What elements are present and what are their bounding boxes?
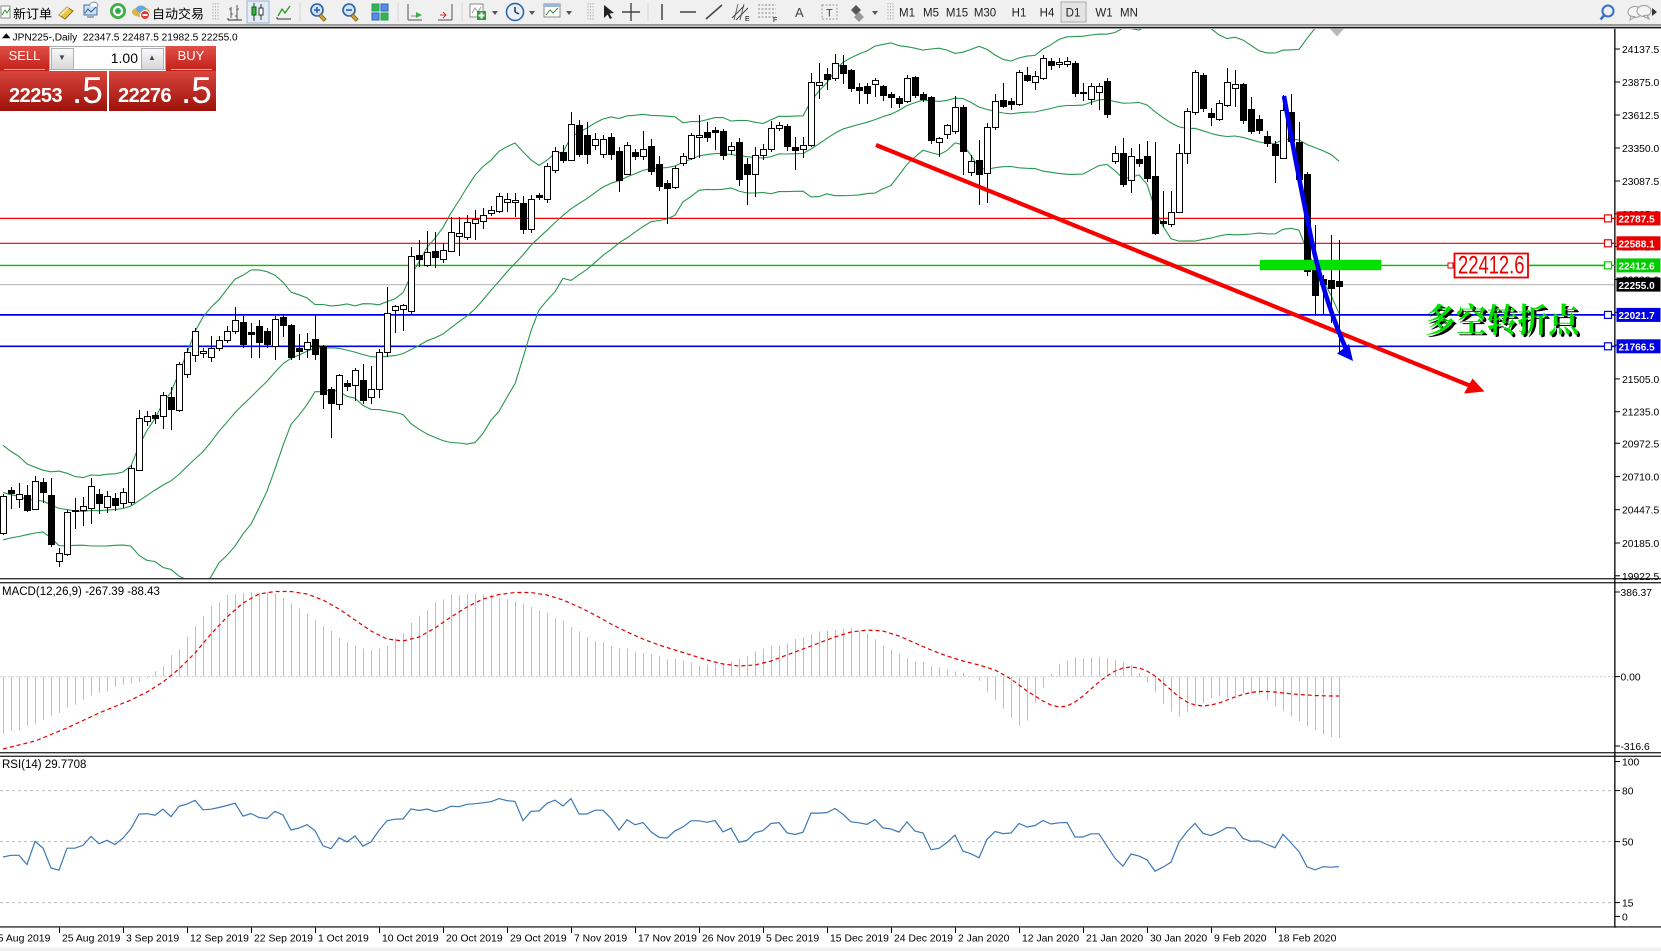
svg-text:T: T — [826, 8, 833, 20]
svg-text:9 Feb 2020: 9 Feb 2020 — [1214, 934, 1267, 945]
svg-text:23612.5: 23612.5 — [1622, 111, 1659, 122]
svg-text:H4: H4 — [1040, 8, 1055, 20]
svg-text:18 Feb 2020: 18 Feb 2020 — [1278, 934, 1337, 945]
svg-text:15: 15 — [1622, 899, 1634, 910]
svg-text:5 Dec 2019: 5 Dec 2019 — [766, 934, 819, 945]
svg-text:23875.0: 23875.0 — [1622, 78, 1659, 89]
svg-text:3 Sep 2019: 3 Sep 2019 — [126, 934, 179, 945]
svg-text:JPN225-,Daily 22347.5 22487.5: JPN225-,Daily 22347.5 22487.5 21982.5 22… — [13, 33, 239, 44]
svg-text:26 Nov 2019: 26 Nov 2019 — [702, 934, 761, 945]
svg-text:D1: D1 — [1066, 8, 1081, 20]
svg-text:20447.5: 20447.5 — [1622, 506, 1659, 517]
svg-text:12 Sep 2019: 12 Sep 2019 — [190, 934, 249, 945]
svg-text:21 Jan 2020: 21 Jan 2020 — [1086, 934, 1143, 945]
svg-text:22412.6: 22412.6 — [1458, 252, 1525, 280]
svg-text:22 Sep 2019: 22 Sep 2019 — [254, 934, 313, 945]
svg-text:22787.5: 22787.5 — [1619, 215, 1656, 226]
svg-text:80: 80 — [1622, 787, 1634, 798]
svg-text:20185.0: 20185.0 — [1622, 539, 1659, 550]
svg-text:30 Jan 2020: 30 Jan 2020 — [1150, 934, 1207, 945]
svg-text:20710.0: 20710.0 — [1622, 473, 1659, 484]
svg-text:0.00: 0.00 — [1621, 673, 1641, 684]
svg-text:20972.5: 20972.5 — [1622, 439, 1659, 450]
svg-text:W1: W1 — [1095, 8, 1112, 20]
svg-text:MN: MN — [1120, 8, 1138, 20]
svg-text:MACD(12,26,9) -267.39 -88.43: MACD(12,26,9) -267.39 -88.43 — [2, 586, 160, 598]
svg-text:21505.0: 21505.0 — [1622, 375, 1659, 386]
svg-text:10 Oct 2019: 10 Oct 2019 — [382, 934, 439, 945]
svg-text:1 Oct 2019: 1 Oct 2019 — [318, 934, 369, 945]
svg-text:7 Nov 2019: 7 Nov 2019 — [574, 934, 627, 945]
svg-text:23087.5: 23087.5 — [1622, 177, 1659, 188]
svg-text:25 Aug 2019: 25 Aug 2019 — [62, 934, 121, 945]
svg-text:-316.6: -316.6 — [1621, 742, 1650, 753]
svg-text:E: E — [745, 16, 750, 23]
svg-text:19922.5: 19922.5 — [1622, 572, 1659, 583]
svg-text:21766.5: 21766.5 — [1619, 343, 1656, 354]
svg-text:386.37: 386.37 — [1621, 588, 1653, 599]
svg-text:24 Dec 2019: 24 Dec 2019 — [894, 934, 953, 945]
svg-text:M15: M15 — [946, 8, 968, 20]
svg-text:17 Nov 2019: 17 Nov 2019 — [638, 934, 697, 945]
svg-text:22412.6: 22412.6 — [1619, 262, 1656, 273]
svg-text:50: 50 — [1622, 838, 1634, 849]
svg-text:M30: M30 — [974, 8, 996, 20]
svg-text:22021.7: 22021.7 — [1619, 311, 1656, 322]
svg-text:15 Aug 2019: 15 Aug 2019 — [0, 934, 51, 945]
svg-text:21235.0: 21235.0 — [1622, 408, 1659, 419]
svg-text:22255.0: 22255.0 — [1619, 281, 1656, 292]
svg-text:M1: M1 — [899, 8, 915, 20]
svg-text:24137.5: 24137.5 — [1622, 45, 1659, 56]
svg-text:F: F — [773, 17, 777, 24]
svg-text:0: 0 — [1622, 912, 1628, 923]
svg-text:20 Oct 2019: 20 Oct 2019 — [446, 934, 503, 945]
svg-text:RSI(14) 29.7708: RSI(14) 29.7708 — [2, 759, 86, 771]
svg-text:2 Jan 2020: 2 Jan 2020 — [958, 934, 1010, 945]
svg-text:29 Oct 2019: 29 Oct 2019 — [510, 934, 567, 945]
svg-text:A: A — [795, 5, 804, 20]
svg-text:15 Dec 2019: 15 Dec 2019 — [830, 934, 889, 945]
svg-text:H1: H1 — [1012, 8, 1027, 20]
svg-text:22588.1: 22588.1 — [1619, 240, 1656, 251]
svg-text:M5: M5 — [923, 8, 939, 20]
svg-text:23350.0: 23350.0 — [1622, 144, 1659, 155]
svg-text:100: 100 — [1622, 758, 1639, 769]
svg-text:12 Jan 2020: 12 Jan 2020 — [1022, 934, 1079, 945]
